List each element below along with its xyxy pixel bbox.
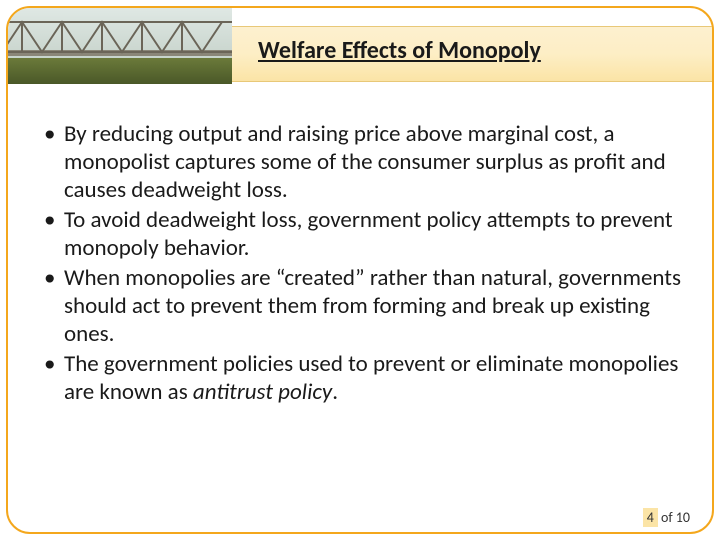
header-photo-bridge bbox=[6, 8, 232, 84]
bullet-item: To avoid deadweight loss, government pol… bbox=[40, 206, 682, 262]
bullet-text: By reducing output and raising price abo… bbox=[64, 120, 666, 204]
bullet-list: By reducing output and raising price abo… bbox=[40, 120, 682, 406]
page-sep: of bbox=[658, 509, 676, 526]
italic-term: antitrust policy bbox=[193, 378, 332, 406]
bullet-text: To avoid deadweight loss, government pol… bbox=[64, 206, 673, 262]
bullet-text: When monopolies are “created” rather tha… bbox=[64, 264, 681, 348]
bullet-item: By reducing output and raising price abo… bbox=[40, 120, 682, 204]
page-number: 4 of 10 bbox=[643, 509, 690, 526]
slide-frame: Welfare Effects of Monopoly By reducing … bbox=[6, 6, 714, 534]
bullet-text: The government policies used to prevent … bbox=[64, 350, 678, 406]
bullet-item: The government policies used to prevent … bbox=[40, 350, 682, 406]
page-total: 10 bbox=[676, 509, 690, 526]
bullet-tail: . bbox=[332, 378, 338, 406]
slide-title: Welfare Effects of Monopoly bbox=[258, 36, 692, 65]
bullet-item: When monopolies are “created” rather tha… bbox=[40, 264, 682, 348]
bridge-truss-icon bbox=[6, 18, 232, 54]
content-area: By reducing output and raising price abo… bbox=[40, 120, 682, 408]
page-current: 4 bbox=[643, 508, 658, 527]
